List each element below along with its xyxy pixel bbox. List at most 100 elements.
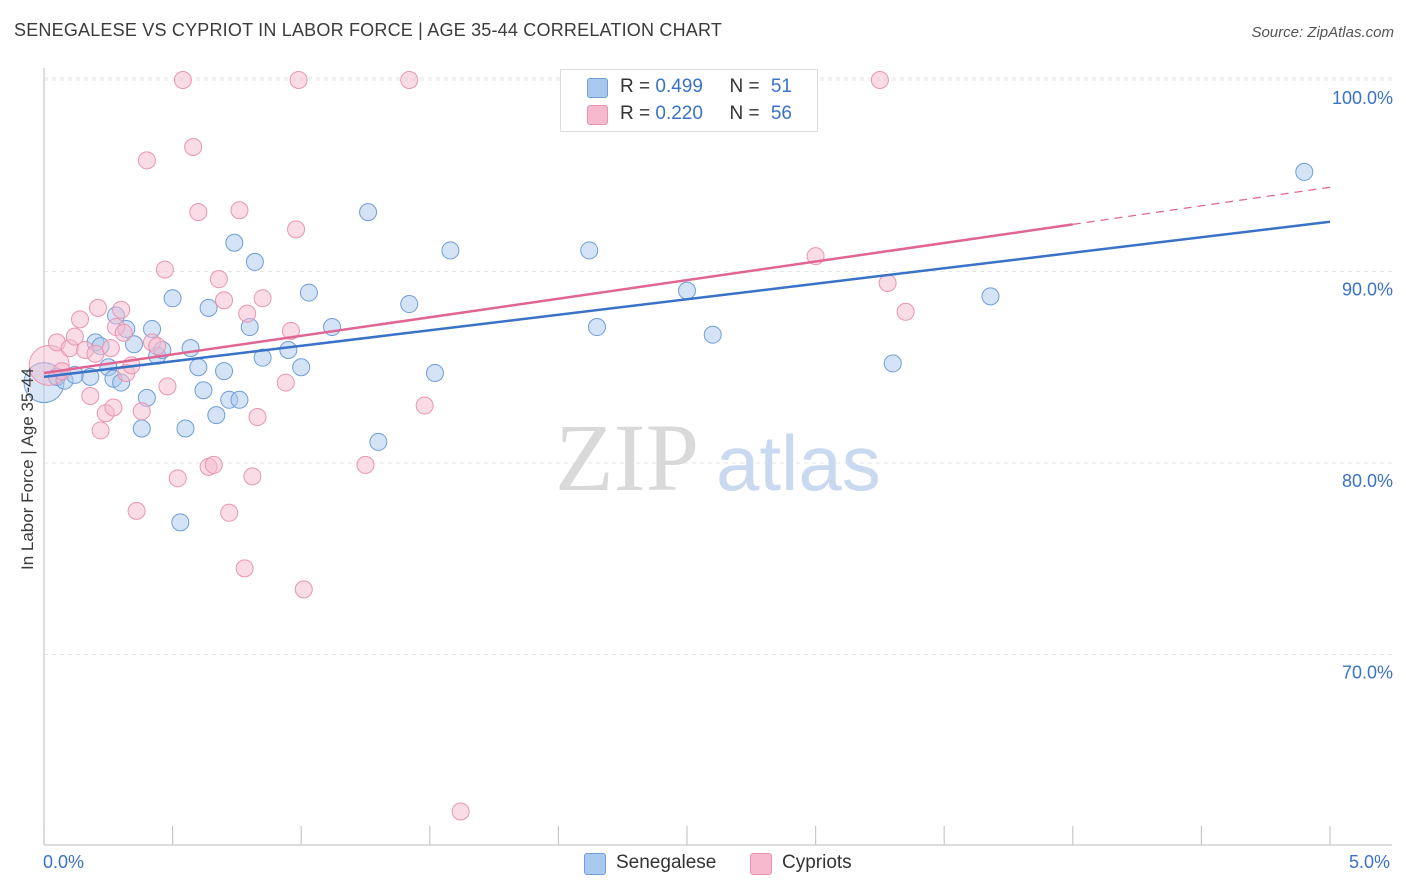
trendline-senegalese	[43, 220, 1331, 379]
legend-n-label: N =	[729, 103, 765, 124]
trendline-cypriots-dashed	[1072, 186, 1331, 225]
point-cypriots-15	[112, 300, 131, 319]
point-cypriots-29	[189, 203, 208, 222]
bottom-legend-swatch-senegalese	[584, 853, 606, 875]
legend-n-value: 51	[770, 76, 792, 97]
x-tick-label-min: 0.0%	[43, 852, 85, 872]
point-cypriots-47	[400, 71, 419, 89]
point-senegalese-28	[225, 233, 244, 252]
point-cypriots-10	[91, 421, 110, 440]
point-senegalese-48	[1295, 162, 1314, 181]
point-senegalese-37	[359, 203, 378, 222]
point-cypriots-39	[248, 408, 267, 427]
legend-r-value: 0.220	[655, 103, 703, 124]
watermark: ZIP atlas	[555, 404, 881, 511]
point-senegalese-43	[587, 318, 606, 337]
point-senegalese-22	[189, 358, 208, 377]
point-senegalese-18	[163, 289, 182, 308]
point-cypriots-27	[173, 71, 192, 89]
point-cypriots-35	[230, 201, 249, 220]
point-senegalese-41	[441, 241, 460, 260]
y-axis-label: In Labor Force | Age 35-44	[18, 368, 38, 570]
point-senegalese-25	[207, 406, 226, 425]
point-cypriots-23	[148, 337, 167, 356]
point-cypriots-45	[294, 580, 313, 599]
point-senegalese-12	[125, 335, 144, 354]
y-tick-labels: 100.0% 90.0% 80.0% 70.0%	[1332, 88, 1393, 683]
x-tick-label-max: 5.0%	[1349, 852, 1391, 872]
legend-r-label: R =	[620, 103, 656, 124]
legend-r-label: R =	[620, 76, 656, 97]
point-cypriots-46	[356, 455, 375, 474]
chart-source: Source: ZipAtlas.com	[1251, 24, 1394, 41]
point-senegalese-33	[279, 341, 298, 360]
point-cypriots-7	[81, 386, 100, 405]
point-senegalese-29	[230, 390, 249, 409]
legend-n-label: N =	[729, 76, 765, 97]
point-senegalese-42	[580, 241, 599, 260]
point-senegalese-24	[199, 298, 218, 317]
y-tick-label-2: 80.0%	[1342, 471, 1393, 491]
point-senegalese-31	[245, 252, 264, 271]
legend-n-value: 56	[770, 103, 792, 124]
trendline-cypriots	[43, 223, 1073, 375]
legend-swatch-cypriots	[587, 105, 608, 125]
point-cypriots-13	[104, 398, 123, 417]
point-cypriots-48	[415, 396, 434, 415]
point-cypriots-53	[896, 302, 915, 321]
point-cypriots-43	[287, 220, 306, 239]
point-senegalese-39	[400, 295, 419, 314]
point-senegalese-40	[425, 363, 444, 382]
point-senegalese-26	[215, 362, 234, 381]
point-senegalese-23	[194, 381, 213, 400]
bottom-legend-label-senegalese: Senegalese	[616, 852, 717, 873]
point-cypriots-40	[253, 289, 272, 308]
y-tick-label-1: 90.0%	[1342, 280, 1393, 300]
point-cypriots-21	[137, 151, 156, 170]
point-cypriots-31	[204, 455, 223, 474]
point-senegalese-38	[369, 432, 388, 451]
point-cypriots-5	[71, 310, 90, 329]
point-cypriots-28	[184, 138, 203, 157]
point-cypriots-20	[132, 402, 151, 421]
legend-swatch-senegalese	[587, 78, 608, 98]
point-senegalese-47	[981, 287, 1000, 306]
point-cypriots-37	[238, 304, 257, 323]
point-cypriots-25	[158, 377, 177, 396]
watermark-zip: ZIP	[555, 404, 699, 511]
point-cypriots-34	[220, 503, 239, 522]
point-cypriots-41	[276, 373, 295, 392]
point-senegalese-44	[678, 281, 696, 300]
bottom-legend-label-cypriots: Cypriots	[782, 852, 852, 873]
point-senegalese-13	[132, 419, 151, 438]
point-cypriots-12	[101, 339, 120, 358]
points-layer	[23, 71, 1314, 821]
point-cypriots-42	[281, 321, 300, 340]
point-cypriots-33	[215, 291, 234, 310]
point-cypriots-51	[870, 71, 889, 89]
axis-layer	[43, 68, 1392, 846]
chart-title: SENEGALESE VS CYPRIOT IN LABOR FORCE | A…	[14, 20, 723, 40]
point-cypriots-44	[289, 71, 308, 89]
point-senegalese-32	[253, 348, 272, 367]
point-cypriots-16	[114, 323, 133, 342]
bottom-legend-swatch-cypriots	[750, 853, 772, 875]
point-cypriots-9	[89, 298, 108, 317]
point-senegalese-34	[292, 358, 311, 377]
point-senegalese-21	[181, 339, 200, 358]
point-senegalese-46	[883, 354, 902, 373]
point-senegalese-45	[703, 325, 722, 344]
point-cypriots-38	[243, 467, 262, 486]
point-cypriots-19	[127, 501, 146, 520]
legend-r-value: 0.499	[655, 76, 703, 97]
point-senegalese-35	[299, 283, 318, 302]
y-axis-label-text: In Labor Force | Age 35-44	[18, 368, 37, 570]
point-cypriots-8	[86, 344, 105, 363]
legend: R = 0.499 N = 51 R = 0.220 N = 56	[560, 69, 818, 132]
point-senegalese-19	[171, 513, 190, 532]
point-cypriots-4	[65, 327, 84, 346]
point-cypriots-36	[235, 559, 254, 578]
point-cypriots-32	[209, 270, 228, 289]
point-cypriots-49	[451, 802, 470, 821]
